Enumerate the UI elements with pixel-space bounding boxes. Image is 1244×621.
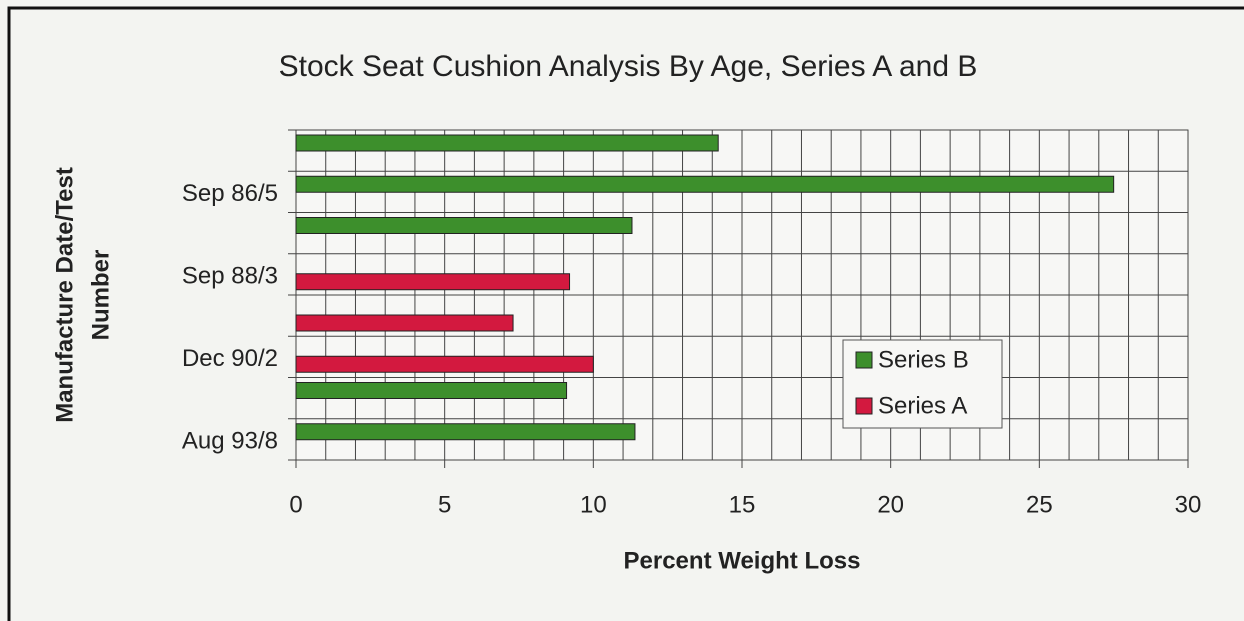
legend: Series B Series A [842, 339, 1003, 429]
x-axis-title: Percent Weight Loss [624, 547, 861, 574]
x-tick-label: 20 [877, 491, 904, 518]
bar [295, 273, 571, 291]
bar [295, 314, 514, 332]
legend-label: Series A [878, 392, 967, 419]
bar [295, 355, 594, 373]
x-tick-label: 25 [1026, 491, 1053, 518]
y-axis-title-line: Manufacture Date/Test [51, 167, 78, 423]
bar [295, 134, 719, 152]
bar [295, 217, 633, 234]
y-tick-label: Dec 90/2 [182, 345, 278, 372]
bar [295, 423, 636, 441]
legend-label: Series B [878, 346, 969, 373]
y-tick-label: Sep 88/3 [182, 263, 278, 290]
x-tick-label: 0 [289, 491, 302, 518]
x-tick-label: 10 [580, 491, 607, 518]
y-tick-label: Sep 86/5 [182, 180, 278, 207]
frame [7, 6, 1244, 621]
chart-title: Stock Seat Cushion Analysis By Age, Seri… [279, 50, 978, 83]
x-tick-label: 15 [729, 491, 756, 518]
legend-swatch [855, 351, 873, 369]
x-tick-label: 5 [438, 491, 451, 518]
y-tick-label: Aug 93/8 [182, 428, 278, 455]
y-axis-title: Manufacture Date/Test Number [51, 167, 114, 423]
legend-swatch [855, 397, 873, 415]
y-axis-title-line: Number [87, 250, 114, 341]
bar [295, 382, 568, 399]
bar [295, 175, 1115, 193]
x-tick-label: 30 [1175, 491, 1202, 518]
